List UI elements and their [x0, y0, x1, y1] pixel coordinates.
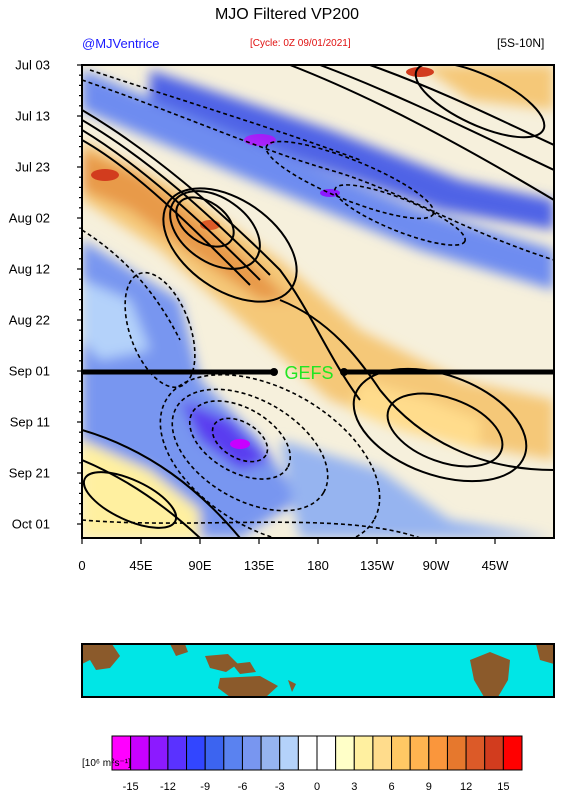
colorbar-swatch: [260, 735, 281, 771]
colorbar-swatch: [465, 735, 486, 771]
x-tick-label: 90E: [188, 558, 212, 573]
cycle-label: [Cycle: 0Z 09/01/2021]: [250, 38, 351, 49]
x-tick-label: 45W: [481, 558, 509, 573]
x-tick-label: 135E: [243, 558, 275, 573]
colorbar-swatch: [148, 735, 169, 771]
colorbar-swatch: [335, 735, 355, 771]
x-tick-label: 0: [78, 558, 86, 573]
y-tick-label: Jul 03: [15, 57, 50, 73]
map-land: [82, 644, 554, 697]
colorbar-tick-label: -6: [237, 781, 248, 793]
colorbar-swatch: [167, 735, 188, 771]
y-tick-label: Sep 21: [8, 465, 50, 481]
colorbar-tick-label: -15: [122, 781, 139, 793]
colorbar-swatch: [223, 735, 243, 771]
colorbar-tick-label: 0: [313, 781, 321, 793]
colorbar-tick-label: -12: [159, 781, 176, 793]
colorbar-swatch: [502, 735, 523, 771]
colorbar-tick-label: 3: [351, 781, 358, 793]
colorbar-tick-label: -3: [274, 781, 285, 793]
colorbar-swatch: [484, 735, 504, 771]
y-tick-label: Jul 13: [15, 108, 50, 124]
colorbar-tick-label: 15: [497, 781, 510, 793]
colorbar-swatch: [372, 735, 393, 771]
colorbar-swatch: [297, 735, 318, 771]
credit-handle: @MJVentrice: [82, 36, 160, 51]
colorbar-swatch: [279, 735, 299, 771]
colorbar-units: [10⁶ m²s⁻¹]: [82, 758, 131, 769]
colorbar-swatch: [186, 735, 206, 771]
y-tick-label: Sep 11: [9, 414, 50, 430]
region-label: [5S-10N]: [497, 36, 545, 50]
y-tick-label: Aug 22: [8, 312, 50, 328]
colorbar: [111, 735, 523, 771]
y-tick-label: Sep 01: [8, 363, 50, 379]
forecast-label: GEFS: [284, 363, 333, 383]
x-tick-label: 90W: [422, 558, 450, 573]
colorbar-swatch: [353, 735, 374, 771]
colorbar-swatch: [446, 735, 467, 771]
map-strip: [81, 643, 555, 698]
colorbar-swatch: [130, 735, 150, 771]
chart-title: MJO Filtered VP200: [214, 6, 360, 23]
colorbar-tick-label: 12: [459, 781, 473, 793]
y-tick-label: Jul 23: [15, 159, 50, 175]
y-tick-label: Aug 12: [8, 261, 50, 277]
colorbar-swatch: [409, 735, 430, 771]
colorbar-tick-label: -9: [200, 781, 211, 793]
y-tick-label: Oct 01: [11, 516, 50, 532]
shading-field: [82, 65, 554, 538]
colorbar-swatch: [428, 735, 448, 771]
colorbar-tick-label: 9: [425, 781, 432, 793]
axis-ticks: [77, 64, 496, 544]
y-tick-label: Aug 02: [8, 210, 50, 226]
colorbar-swatch: [316, 735, 337, 771]
colorbar-tick-label: 6: [388, 781, 395, 793]
x-tick-label: 135W: [360, 558, 394, 573]
colorbar-swatch: [204, 735, 225, 771]
colorbar-swatch: [241, 735, 262, 771]
x-tick-label: 45E: [129, 558, 153, 573]
colorbar-swatch: [391, 735, 411, 771]
x-tick-label: 180: [307, 558, 329, 573]
contour-lines: [82, 65, 554, 538]
